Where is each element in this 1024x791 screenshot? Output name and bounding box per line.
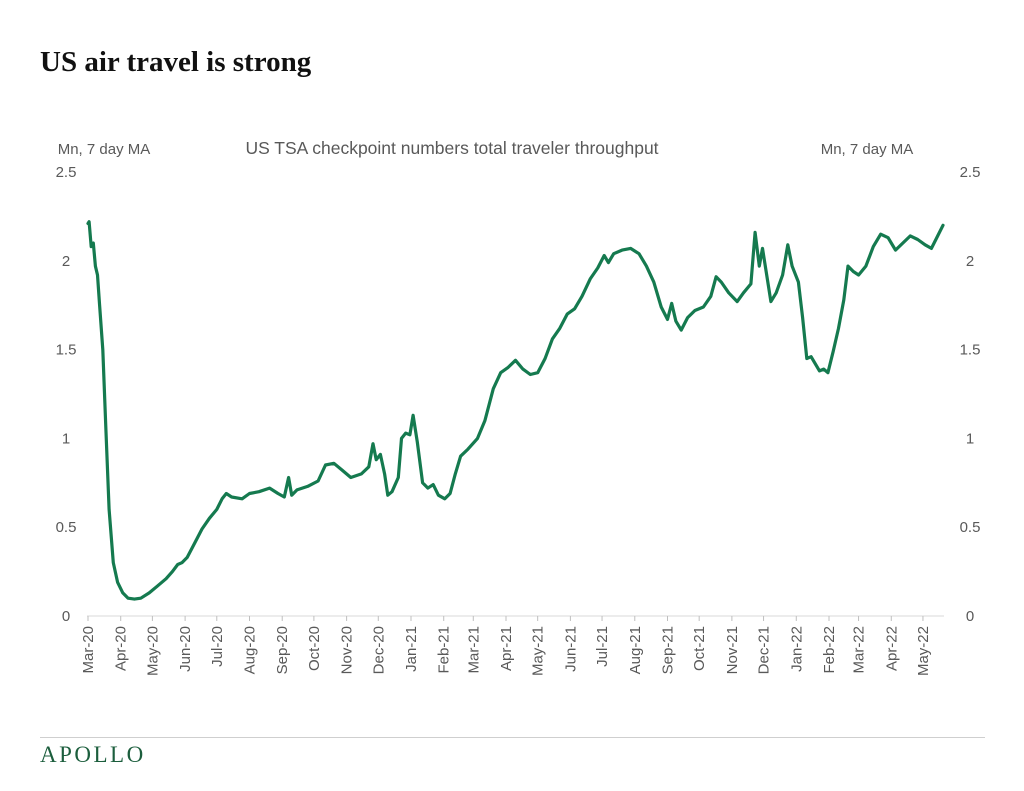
y-tick-left: 2.5 — [56, 164, 77, 181]
x-tick-label: Jun-21 — [562, 626, 579, 672]
series-line — [86, 220, 945, 601]
x-tick-label: Nov-21 — [724, 626, 741, 674]
x-tick-label: Sep-21 — [660, 626, 677, 674]
y-tick-left: 2 — [62, 253, 70, 270]
x-tick-label: Apr-20 — [113, 626, 130, 671]
y-tick-right: 2.5 — [960, 164, 981, 181]
chart-title: US TSA checkpoint numbers total traveler… — [245, 138, 658, 158]
x-tick-label: Dec-21 — [756, 626, 773, 674]
y-axis-right: 2.5 2 1.5 1 0.5 0 — [960, 164, 981, 625]
x-tick-label: Aug-20 — [242, 626, 259, 674]
y-tick-left: 1.5 — [56, 342, 77, 359]
x-tick-label: Oct-21 — [691, 626, 708, 671]
y-tick-left: 0.5 — [56, 519, 77, 536]
x-tick-label: Dec-20 — [370, 626, 387, 674]
x-tick-label: Sep-20 — [274, 626, 291, 674]
x-tick-label: May-22 — [915, 626, 932, 676]
x-tick-label: Oct-20 — [306, 626, 323, 671]
x-tick-label: Jan-21 — [403, 626, 420, 672]
y-tick-right: 0 — [966, 608, 974, 625]
y-tick-right: 0.5 — [960, 519, 981, 536]
x-tick-label: Apr-22 — [883, 626, 900, 671]
x-tick-label: Jun-20 — [177, 626, 194, 672]
y-tick-left: 1 — [62, 430, 70, 447]
x-tick-label: Nov-20 — [339, 626, 356, 674]
y-tick-right: 1.5 — [960, 342, 981, 359]
x-tick-label: Jul-21 — [594, 626, 611, 667]
y-tick-right: 2 — [966, 253, 974, 270]
x-axis: Mar-20 Apr-20 May-20 Jun-20 Jul-20 Aug-20 Sep-… — [80, 616, 932, 676]
x-tick-label: Apr-21 — [498, 626, 515, 671]
x-tick-label: May-21 — [530, 626, 547, 676]
y-axis-right-label: Mn, 7 day MA — [821, 141, 914, 158]
x-tick-label: Mar-20 — [80, 626, 97, 674]
x-tick-label: Jan-22 — [788, 626, 805, 672]
y-axis-left-label: Mn, 7 day MA — [58, 141, 151, 158]
headline: US air travel is strong — [40, 46, 312, 78]
y-tick-left: 0 — [62, 608, 70, 625]
x-tick-label: May-20 — [144, 626, 161, 676]
x-tick-label: Feb-22 — [821, 626, 838, 674]
y-tick-right: 1 — [966, 430, 974, 447]
y-axis-left: 2.5 2 1.5 1 0.5 0 — [56, 164, 77, 625]
x-tick-label: Jul-20 — [209, 626, 226, 667]
x-tick-label: Feb-21 — [436, 626, 453, 674]
x-tick-label: Mar-21 — [465, 626, 482, 674]
footer-divider — [40, 737, 985, 738]
x-tick-label: Mar-22 — [851, 626, 868, 674]
x-tick-label: Aug-21 — [627, 626, 644, 674]
apollo-logo: APOLLO — [40, 742, 146, 767]
